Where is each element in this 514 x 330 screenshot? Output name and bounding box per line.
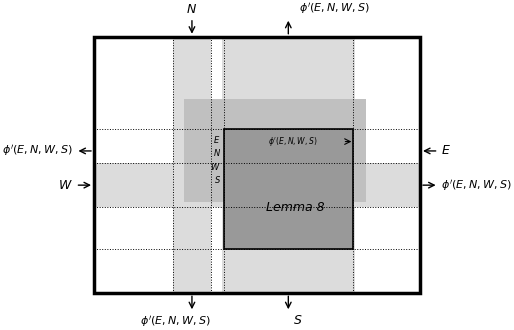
Bar xyxy=(224,129,353,249)
Text: $\phi'(E, N, W, S)$: $\phi'(E, N, W, S)$ xyxy=(140,314,211,329)
Text: $E$: $E$ xyxy=(213,134,221,145)
Text: $N$: $N$ xyxy=(213,147,221,158)
Text: $\phi'(E, N, W, S)$: $\phi'(E, N, W, S)$ xyxy=(268,135,317,148)
Text: $W$: $W$ xyxy=(210,161,221,172)
Text: $\phi'(E, N, W, S)$: $\phi'(E, N, W, S)$ xyxy=(2,144,73,158)
Text: Lemma 8: Lemma 8 xyxy=(266,201,324,214)
Text: $E$: $E$ xyxy=(441,145,451,157)
Bar xyxy=(94,37,420,293)
Text: $\phi'(E, N, W, S)$: $\phi'(E, N, W, S)$ xyxy=(299,1,370,16)
Text: $N$: $N$ xyxy=(187,3,197,16)
Bar xyxy=(94,163,420,207)
Text: $S$: $S$ xyxy=(214,175,221,185)
Bar xyxy=(184,99,366,203)
Bar xyxy=(173,37,211,293)
Text: $W$: $W$ xyxy=(58,179,73,192)
Text: $S$: $S$ xyxy=(293,314,303,327)
Bar xyxy=(222,37,355,293)
Text: $\phi'(E, N, W, S)$: $\phi'(E, N, W, S)$ xyxy=(441,178,512,193)
